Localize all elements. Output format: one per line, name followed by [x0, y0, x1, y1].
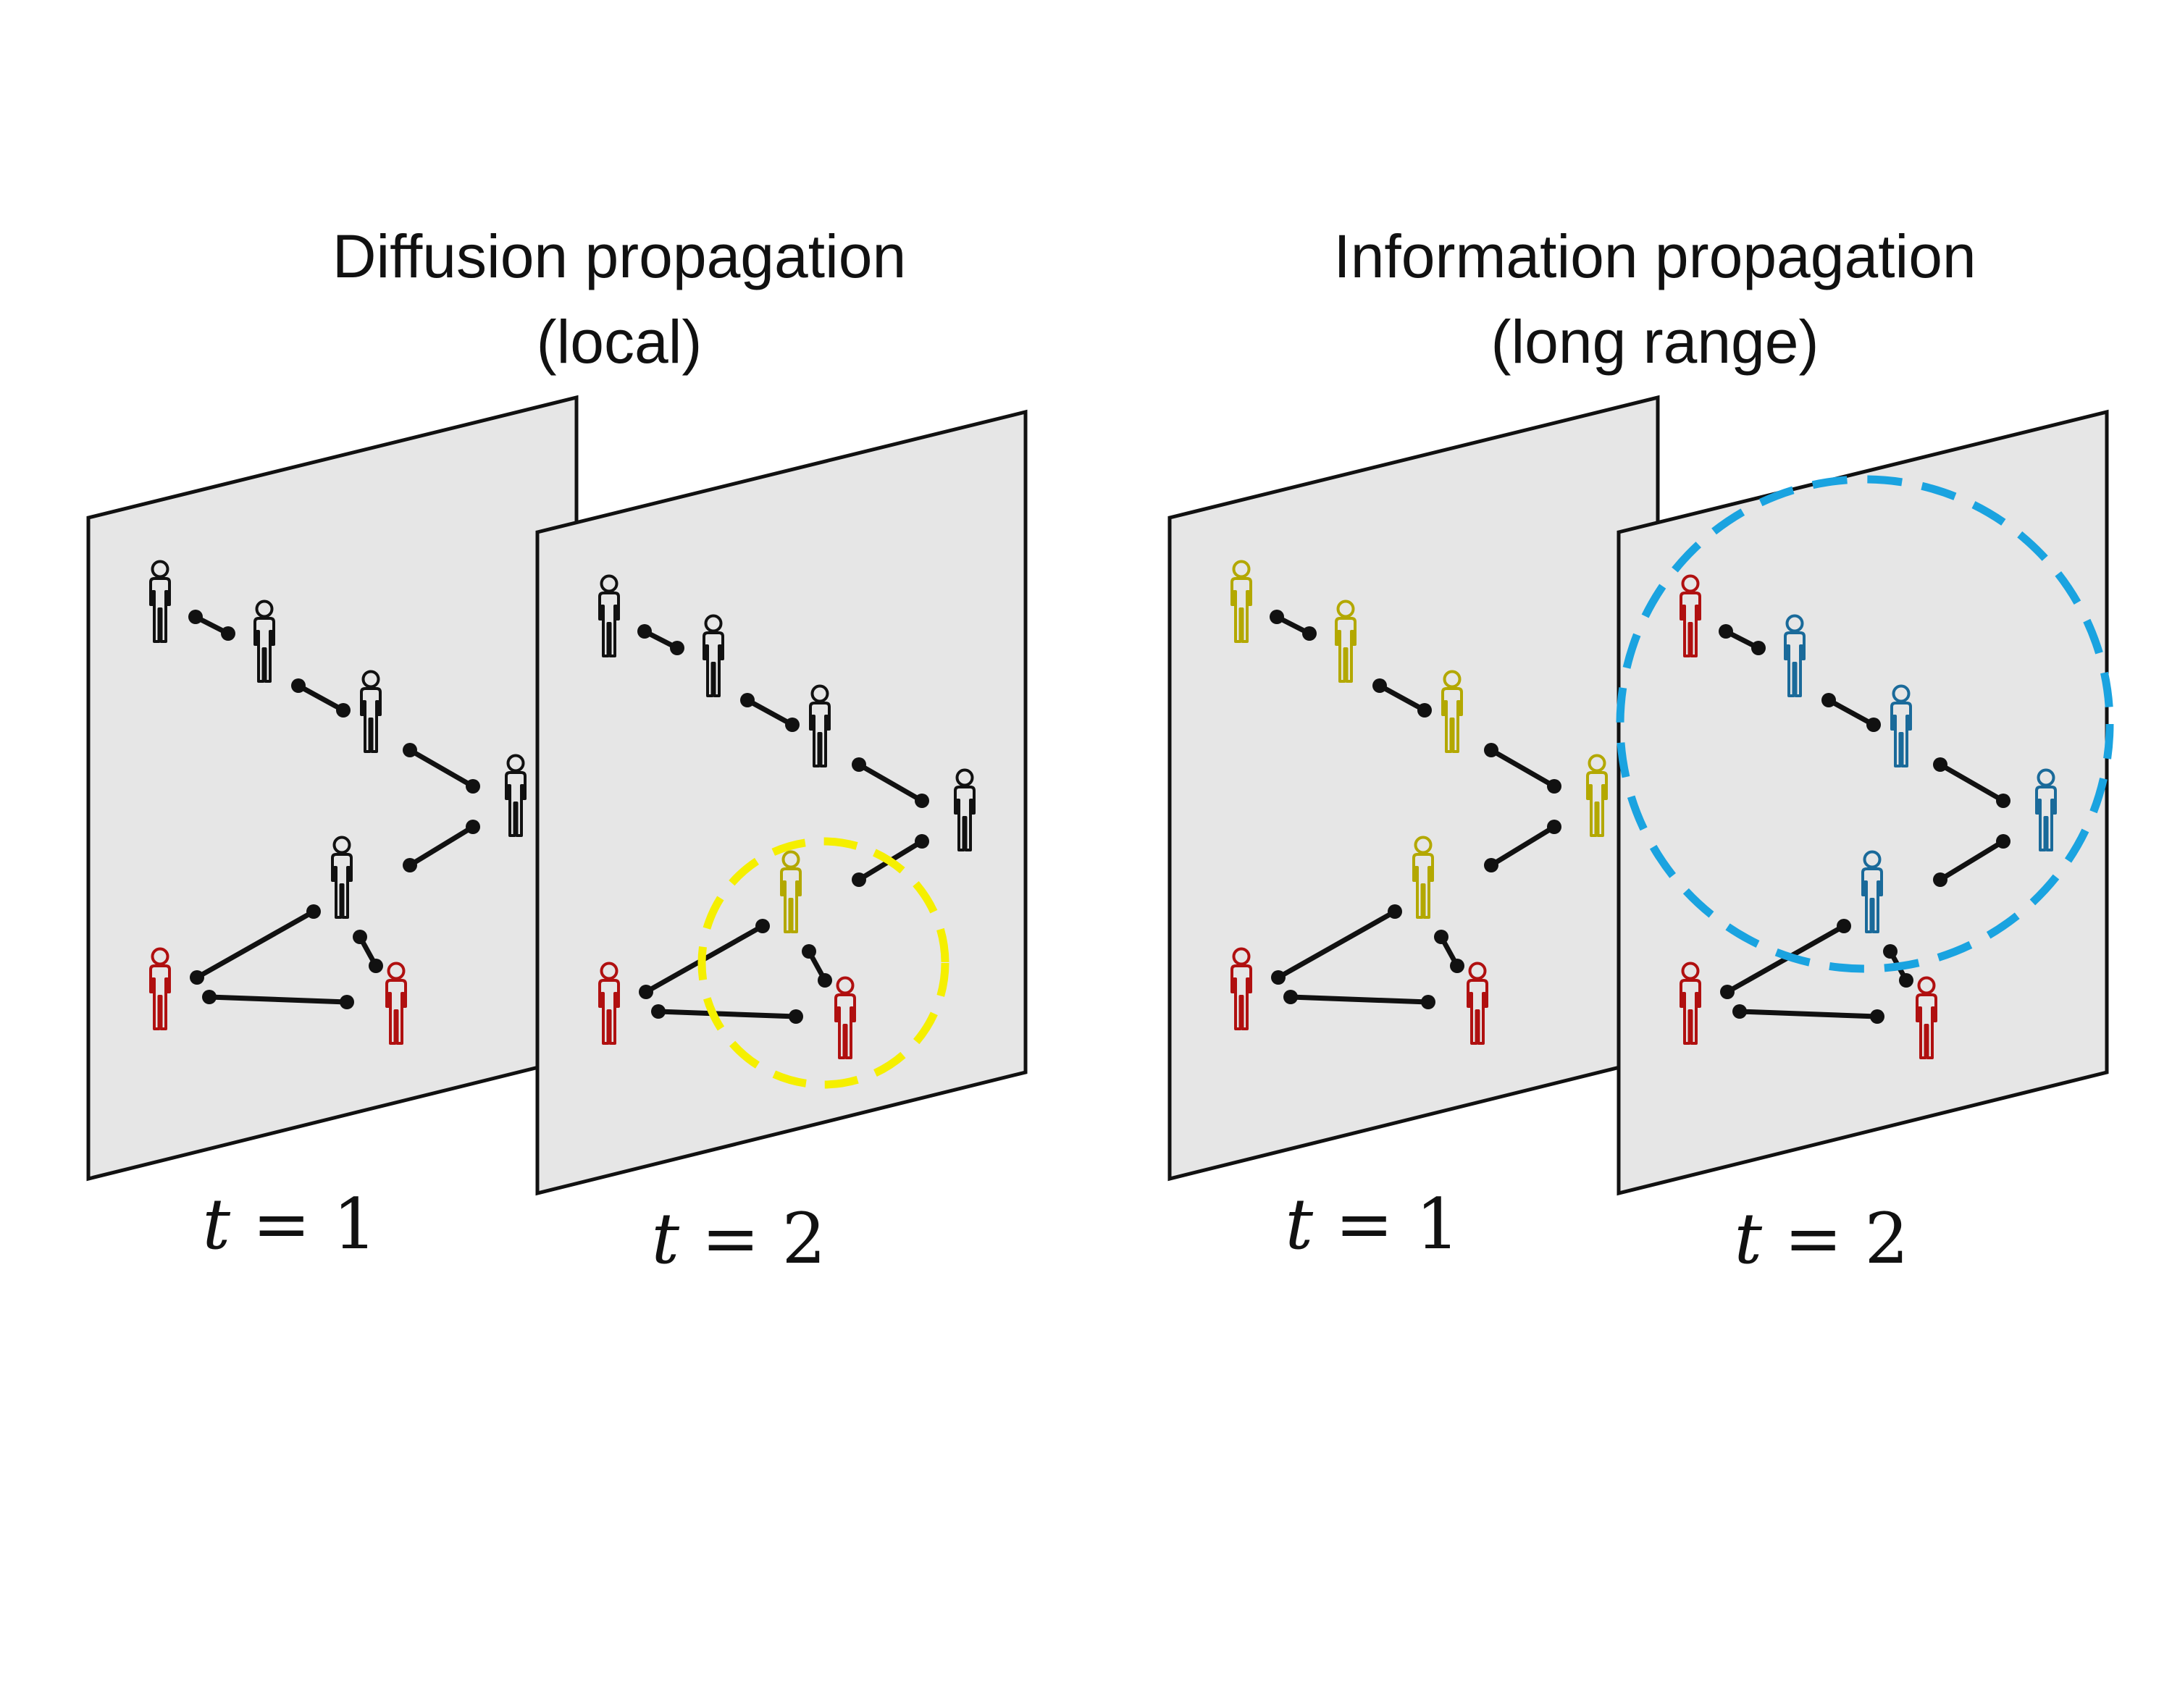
- person-icon: [954, 768, 976, 851]
- person-icon: [2035, 768, 2057, 851]
- person-icon: [331, 836, 353, 919]
- connection-edge: [1271, 904, 1402, 985]
- diffusion-frame-t1: [86, 395, 579, 1182]
- diffusion-title: Diffusion propagation (local): [221, 214, 1018, 384]
- connection-edge: [1283, 990, 1435, 1009]
- person-icon: [598, 962, 620, 1045]
- connection-edge: [1270, 610, 1317, 641]
- person-icon: [598, 574, 620, 657]
- person-icon: [253, 600, 275, 683]
- person-icon: [149, 947, 171, 1030]
- connection-edge: [1883, 944, 1913, 988]
- connection-edge: [403, 820, 480, 872]
- person-icon: [1441, 670, 1463, 753]
- person-icon: [1335, 600, 1357, 683]
- person-icon: [1412, 836, 1434, 919]
- time-frame-plane: [86, 395, 579, 1182]
- connection-edge: [1372, 678, 1432, 718]
- diffusion-title-line2: (local): [536, 308, 703, 376]
- diffusion-time-label-t1: t = 1: [109, 1184, 471, 1265]
- person-icon: [1230, 560, 1252, 643]
- connection-edge: [1933, 757, 2010, 808]
- diffusion-time-label-t2: t = 2: [558, 1198, 920, 1279]
- connection-edge: [1732, 1004, 1884, 1024]
- connection-edge: [353, 930, 383, 973]
- connection-edge: [1719, 624, 1766, 655]
- person-icon: [1890, 684, 1912, 767]
- connection-edge: [188, 610, 235, 641]
- connection-edge: [403, 743, 480, 794]
- connection-edge: [190, 904, 321, 985]
- connection-edge: [1821, 693, 1881, 732]
- time-variable: t: [651, 1198, 680, 1279]
- information-frame-t2: [1617, 409, 2109, 1196]
- connection-edge: [651, 1004, 803, 1024]
- person-icon: [1586, 754, 1608, 837]
- person-icon: [834, 976, 856, 1059]
- person-icon: [360, 670, 382, 753]
- information-time-label-t1: t = 1: [1191, 1184, 1553, 1265]
- person-icon: [1916, 976, 1937, 1059]
- time-value: = 2: [1784, 1198, 1909, 1279]
- time-value: = 1: [1335, 1184, 1460, 1265]
- connection-edge: [1484, 743, 1561, 794]
- connection-edge: [1434, 930, 1464, 973]
- person-icon: [505, 754, 527, 837]
- person-icon: [1230, 947, 1252, 1030]
- connection-edge: [1933, 834, 2010, 887]
- connection-edge: [291, 678, 351, 718]
- diffusion-frame-t2: [535, 409, 1028, 1196]
- connection-edge: [740, 693, 800, 732]
- diffusion-local-highlight-circle: [697, 837, 949, 1089]
- information-time-label-t2: t = 2: [1640, 1198, 2003, 1279]
- connection-edge: [202, 990, 354, 1009]
- diffusion-title-line1: Diffusion propagation: [332, 222, 907, 290]
- information-title: Information propagation (long range): [1257, 214, 2053, 384]
- person-icon: [1680, 962, 1701, 1045]
- connection-edge: [852, 757, 929, 808]
- person-icon: [780, 850, 802, 933]
- person-icon: [149, 560, 171, 643]
- time-variable: t: [1285, 1184, 1314, 1265]
- connection-edge: [637, 624, 684, 655]
- information-title-line1: Information propagation: [1333, 222, 1976, 290]
- time-value: = 2: [701, 1198, 826, 1279]
- person-icon: [1784, 614, 1806, 697]
- person-icon: [1861, 850, 1883, 933]
- information-frame-t1: [1167, 395, 1660, 1182]
- person-icon: [809, 684, 831, 767]
- time-variable: t: [1734, 1198, 1763, 1279]
- person-icon: [385, 962, 407, 1045]
- connection-edge: [802, 944, 832, 988]
- person-icon: [1680, 574, 1701, 657]
- person-icon: [703, 614, 724, 697]
- information-title-line2: (long range): [1490, 308, 1819, 376]
- time-frame-plane: [535, 409, 1028, 1196]
- time-value: = 1: [252, 1184, 377, 1265]
- time-variable: t: [202, 1184, 231, 1265]
- information-long-range-highlight-circle: [1616, 475, 2114, 973]
- time-frame-plane: [1167, 395, 1660, 1182]
- connection-edge: [1484, 820, 1561, 872]
- person-icon: [1467, 962, 1488, 1045]
- time-frame-plane: [1617, 409, 2109, 1196]
